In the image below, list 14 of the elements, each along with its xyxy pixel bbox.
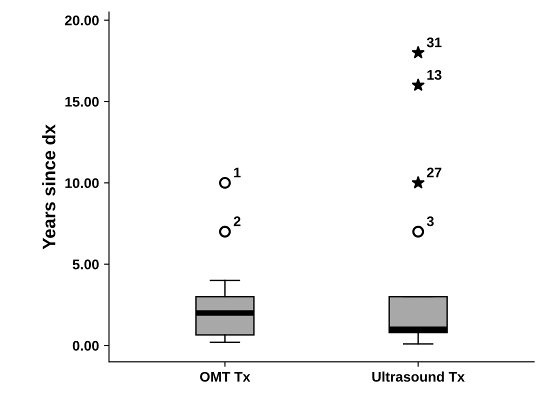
y-tick-label: 0.00: [72, 340, 99, 351]
annotation: 27: [426, 168, 442, 178]
y-tick-label: 15.00: [65, 96, 99, 107]
x-tick-label: Ultrasound Tx: [372, 372, 465, 382]
annotation: 31: [426, 37, 442, 48]
y-tick-label: 5.00: [72, 260, 99, 270]
annotation: 3: [426, 216, 434, 226]
annotation: 2: [234, 216, 240, 226]
x-tick-label: OMT Tx: [200, 372, 250, 382]
y-axis-title: Years since dx: [42, 124, 56, 250]
annotation: 1: [234, 168, 241, 178]
y-tick-label: 20.00: [65, 16, 99, 26]
y-tick-label: 10.00: [65, 178, 99, 188]
annotation: 13: [427, 70, 442, 80]
